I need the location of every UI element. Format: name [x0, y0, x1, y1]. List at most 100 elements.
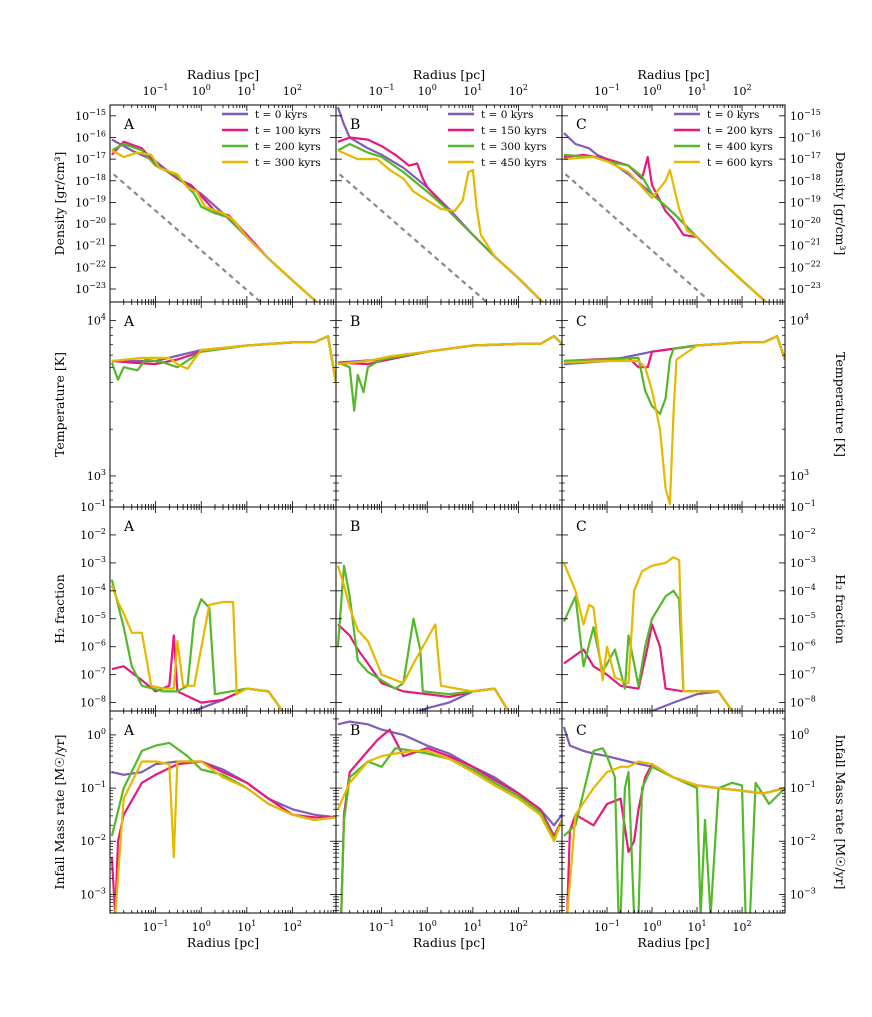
y-tick-label-left-base: 10 — [80, 782, 94, 795]
panel-label-C: C — [576, 723, 587, 739]
x-tick-label-top-exp: 2 — [523, 83, 528, 92]
y-tick-label-left: 10−8 — [80, 695, 106, 710]
panel-label-B: B — [350, 723, 360, 739]
y-tick-label-right: 10−23 — [790, 281, 821, 296]
x-tick-label-bottom: 101 — [687, 919, 706, 934]
x-tick-label-bottom-base: 10 — [687, 921, 701, 934]
y-tick-label-left-exp: −1 — [94, 499, 106, 508]
x-tick-label-bottom-base: 10 — [509, 921, 523, 934]
y-tick-label-left: 10−5 — [80, 611, 106, 626]
panel-label-A: A — [123, 723, 135, 739]
series-line-temperature-B-3 — [337, 335, 562, 412]
x-tick-label-top-exp: −1 — [608, 83, 620, 92]
y-tick-label-right-exp: −6 — [804, 639, 816, 648]
y-tick-label-right: 10−6 — [790, 639, 816, 654]
y-tick-label-right-base: 10 — [790, 240, 804, 253]
series-line-infall-B-3 — [340, 747, 562, 913]
x-tick-label-top-base: 10 — [642, 85, 656, 98]
y-tick-label-right: 10−19 — [790, 194, 821, 209]
y-tick-label-left-exp: −6 — [94, 639, 106, 648]
y-tick-label-right: 10−17 — [790, 151, 821, 166]
y-tick-label-left: 103 — [87, 468, 106, 483]
panel-frame — [109, 506, 337, 712]
x-tick-label-bottom-base: 10 — [463, 921, 477, 934]
x-tick-label-bottom-exp: 1 — [701, 919, 706, 928]
series-line-infall-C-4 — [566, 760, 785, 913]
y-tick-label-right: 10−21 — [790, 238, 821, 253]
y-tick-label-right: 10−8 — [790, 695, 816, 710]
y-tick-label-left-exp: −5 — [94, 611, 106, 620]
y-tick-label-right-exp: −17 — [804, 151, 821, 160]
x-axis-label-bottom: Radius [pc] — [413, 935, 485, 950]
y-tick-label-right: 103 — [790, 468, 809, 483]
y-tick-label-left-exp: −20 — [89, 216, 106, 225]
y-tick-label-left: 10−6 — [80, 639, 106, 654]
y-tick-label-left: 10−3 — [80, 555, 106, 570]
panel-h2-C — [562, 556, 734, 711]
y-tick-label-left-base: 10 — [75, 196, 89, 209]
y-tick-label-right-base: 10 — [790, 557, 804, 570]
legend-entry-B-1: t = 0 kyrs — [481, 109, 533, 121]
y-tick-label-right: 10−7 — [790, 667, 816, 682]
y-tick-label-right-base: 10 — [790, 613, 804, 626]
series-line-infall-A-1 — [111, 760, 336, 819]
series-line-infall-A-4 — [114, 760, 336, 913]
y-tick-label-right-base: 10 — [790, 835, 804, 848]
panel-temperature-C — [563, 335, 785, 505]
y-tick-label-left: 10−1 — [80, 780, 106, 795]
y-tick-label-left: 100 — [87, 727, 106, 742]
x-tick-label-bottom: 100 — [642, 919, 661, 934]
legend-entry-C-2: t = 200 kyrs — [707, 125, 773, 137]
y-tick-label-left: 10−18 — [75, 173, 106, 188]
y-tick-label-left-exp: −2 — [94, 527, 106, 536]
legend-entry-A-1: t = 0 kyrs — [255, 109, 307, 121]
y-tick-label-right: 10−20 — [790, 216, 821, 231]
y-tick-label-left-exp: −19 — [89, 194, 106, 203]
series-line-density-C-2 — [563, 153, 768, 302]
panel-density-A — [111, 138, 319, 302]
x-tick-label-top: 10−1 — [369, 83, 395, 98]
y-tick-label-left-exp: −1 — [94, 780, 106, 789]
panel-label-A: A — [123, 314, 135, 330]
y-tick-label-left-base: 10 — [75, 110, 89, 123]
x-tick-label-bottom-base: 10 — [733, 921, 747, 934]
panel-frame — [109, 301, 337, 508]
panel-frame — [335, 710, 563, 914]
y-tick-label-left-base: 10 — [80, 888, 94, 901]
x-tick-label-bottom: 102 — [733, 919, 752, 934]
y-tick-label-right-exp: −4 — [804, 583, 816, 592]
panel-label-A: A — [123, 117, 135, 133]
y-tick-label-right: 10−1 — [790, 780, 816, 795]
y-tick-label-left-exp: −17 — [89, 151, 106, 160]
x-axis-label-top: Radius [pc] — [637, 67, 709, 82]
y-tick-label-right-exp: −22 — [804, 259, 821, 268]
y-tick-label-left: 10−1 — [80, 499, 106, 514]
x-tick-label-top-base: 10 — [369, 85, 383, 98]
reference-slope-line — [112, 173, 262, 302]
y-tick-label-right-exp: −19 — [804, 194, 821, 203]
x-tick-label-bottom-exp: 0 — [656, 919, 661, 928]
y-axis-label-left-temperature: Temperature [K] — [52, 352, 67, 457]
x-tick-label-top-exp: −1 — [383, 83, 395, 92]
x-tick-label-top-base: 10 — [143, 85, 157, 98]
x-tick-label-bottom-exp: 0 — [206, 919, 211, 928]
y-tick-label-left: 10−16 — [75, 129, 106, 144]
y-tick-label-right-base: 10 — [790, 782, 804, 795]
x-tick-label-top-base: 10 — [594, 85, 608, 98]
x-tick-label-top-exp: −1 — [157, 83, 169, 92]
y-tick-label-right-exp: −3 — [804, 555, 816, 564]
y-tick-label-right-exp: −18 — [804, 173, 821, 182]
x-tick-label-bottom-base: 10 — [143, 921, 157, 934]
panel-h2-B — [336, 564, 510, 711]
series-line-h2-B-4 — [336, 565, 510, 711]
y-tick-label-left-exp: −3 — [94, 886, 106, 895]
x-tick-label-bottom-base: 10 — [192, 921, 206, 934]
panel-frame — [335, 301, 563, 508]
y-tick-label-left-base: 10 — [75, 175, 89, 188]
series-line-h2-A-4 — [110, 584, 284, 711]
x-tick-label-top-base: 10 — [687, 85, 701, 98]
y-tick-label-right-exp: −3 — [804, 886, 816, 895]
y-tick-label-left-exp: −15 — [89, 108, 106, 117]
x-tick-label-bottom-exp: −1 — [157, 919, 169, 928]
y-tick-label-right-exp: −1 — [804, 499, 816, 508]
